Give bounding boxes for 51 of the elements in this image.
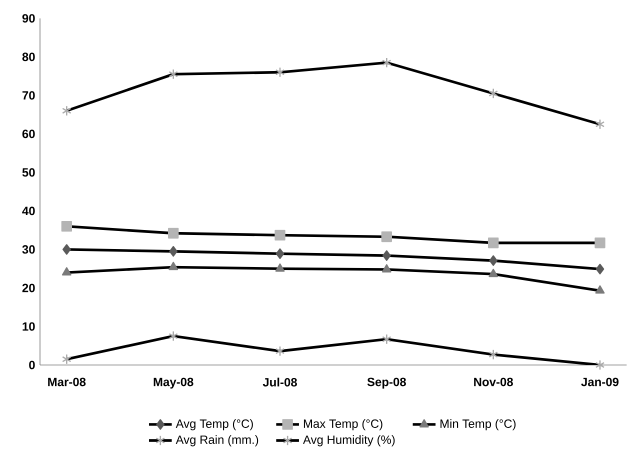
y-tick-label: 20: [22, 284, 35, 292]
point: [595, 360, 605, 370]
legend-label: Avg Humidity (%): [302, 435, 395, 446]
legend-label: Avg Rain (mm.): [176, 435, 258, 446]
point: [169, 246, 178, 257]
point: [275, 66, 285, 78]
point: [62, 244, 71, 255]
point: [168, 68, 178, 80]
point: [596, 264, 604, 274]
point: [275, 346, 285, 356]
point: [276, 248, 284, 260]
point: [168, 228, 179, 239]
point: [488, 238, 499, 248]
x-tick-label: Nov-08: [474, 378, 513, 386]
x-tick-label: Sep-08: [367, 378, 406, 389]
y-tick-label: 10: [22, 322, 35, 331]
point: [275, 263, 285, 272]
point: [274, 230, 286, 241]
y-tick-label: 40: [22, 206, 35, 216]
legend-label: Avg Temp (°C): [176, 419, 253, 430]
point: [382, 250, 391, 261]
y-tick-label: 90: [22, 14, 35, 23]
y-tick-label: 70: [22, 91, 35, 100]
point: [488, 268, 498, 278]
y-tick-label: 80: [22, 52, 35, 62]
point: [595, 285, 605, 294]
y-tick-label: 30: [22, 245, 35, 254]
point: [168, 330, 178, 342]
x-tick-label: Jan-09: [581, 378, 619, 386]
point: [488, 88, 498, 99]
point: [62, 354, 72, 365]
point: [595, 118, 605, 130]
x-tick-label: Jul-08: [262, 378, 297, 387]
point: [62, 267, 72, 276]
x-tick-label: May-08: [154, 378, 194, 389]
y-tick-label: 0: [29, 360, 35, 370]
y-tick-label: 50: [22, 168, 35, 177]
point: [489, 255, 498, 266]
point: [61, 220, 72, 232]
x-tick-label: Mar-08: [48, 378, 86, 386]
point: [594, 238, 606, 248]
y-tick-label: 60: [22, 130, 35, 138]
point: [488, 349, 498, 360]
point: [168, 262, 178, 270]
point: [382, 57, 392, 68]
point: [62, 105, 72, 116]
legend-label: Max Temp (°C): [304, 419, 382, 430]
point: [382, 334, 392, 345]
point: [381, 231, 392, 242]
legend-label: Min Temp (°C): [440, 419, 516, 430]
point: [382, 264, 392, 272]
